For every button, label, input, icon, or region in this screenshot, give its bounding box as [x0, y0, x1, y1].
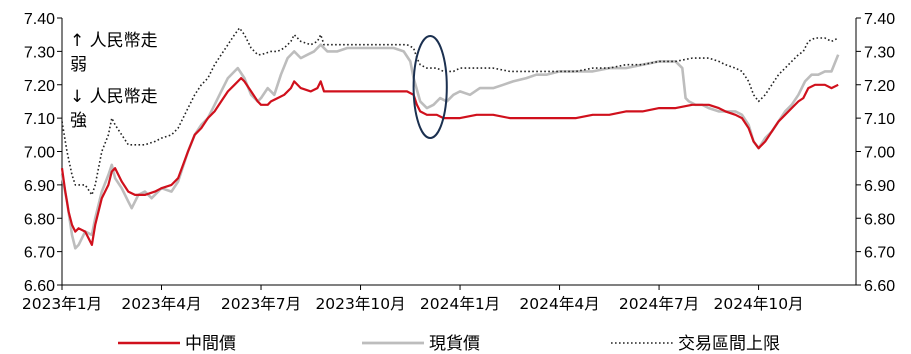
y-axis-left: 7.40 7.30 7.20 7.10 7.00 6.90 6.80 6.70 6.60: [24, 11, 62, 295]
x-tick-label: 2023年1月: [22, 295, 102, 313]
y-tick-label-left: 7.20: [24, 78, 55, 95]
note-weaken-line2: 弱: [70, 55, 87, 75]
y-tick-label-left: 6.90: [24, 178, 55, 195]
y-tick-label-right: 7.20: [864, 78, 895, 95]
legend-label-0: 中間價: [185, 334, 236, 354]
y-tick-label-right: 7.30: [864, 44, 895, 61]
y-tick-label-right: 6.70: [864, 245, 895, 262]
x-tick-label: 2023年4月: [121, 295, 201, 313]
direction-note: ↑ 人民幣走 弱 ↓ 人民幣走 強: [70, 31, 158, 131]
y-tick-label-right: 6.60: [864, 278, 895, 295]
series-layer: [60, 27, 840, 250]
y-tick-label-left: 7.30: [24, 44, 55, 61]
x-tick-label: 2024年10月: [713, 295, 803, 313]
y-tick-label-left: 7.10: [24, 111, 55, 128]
series-line-1: [60, 43, 840, 250]
x-tick-label: 2023年7月: [221, 295, 301, 313]
y-tick-label-right: 7.40: [864, 11, 895, 28]
x-tick-label: 2024年1月: [420, 295, 500, 313]
y-tick-label-left: 6.70: [24, 245, 55, 262]
note-strengthen-line1: ↓ 人民幣走: [70, 87, 158, 107]
y-tick-label-left: 7.00: [24, 145, 55, 162]
x-tick-label: 2024年7月: [619, 295, 699, 313]
x-axis: 2023年1月 2023年4月 2023年7月 2023年10月 2024年1月 2024…: [22, 285, 804, 313]
y-tick-label-right: 6.80: [864, 211, 895, 228]
y-tick-label-right: 7.00: [864, 145, 895, 162]
note-weaken-line1: ↑ 人民幣走: [70, 31, 158, 51]
legend: 中間價 現貨價 交易區間上限: [118, 334, 780, 354]
y-axis-right: 7.40 7.30 7.20 7.10 7.00 6.90 6.80 6.70 6.60: [856, 11, 895, 295]
y-tick-label-right: 6.90: [864, 178, 895, 195]
highlight-ellipse: [412, 35, 448, 139]
legend-label-2: 交易區間上限: [678, 334, 780, 354]
x-tick-label: 2023年10月: [315, 295, 405, 313]
x-tick-label: 2024年4月: [519, 295, 599, 313]
note-strengthen-line2: 強: [70, 111, 87, 131]
legend-label-1: 現貨價: [429, 334, 480, 354]
series-line-0: [60, 77, 839, 246]
series-line-2: [61, 27, 839, 196]
y-tick-label-left: 7.40: [24, 11, 55, 28]
y-tick-label-left: 6.60: [24, 278, 55, 295]
y-tick-label-right: 7.10: [864, 111, 895, 128]
y-tick-label-left: 6.80: [24, 211, 55, 228]
